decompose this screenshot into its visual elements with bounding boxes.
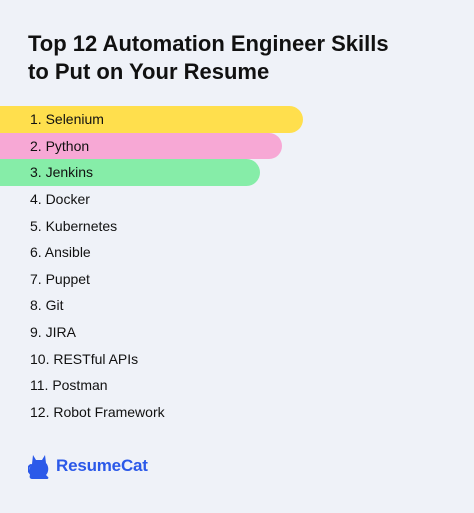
skill-label: 12. Robot Framework [30,403,165,420]
logo-text: ResumeCat [56,456,148,475]
skill-item-selenium: 1. Selenium [0,106,474,133]
title-line-2: to Put on Your Resume [28,59,270,84]
skill-item-jira: 9. JIRA [0,319,474,346]
skill-label: 10. RESTful APIs [30,350,139,367]
skill-label: 5. Kubernetes [30,217,118,234]
skill-item-kubernetes: 5. Kubernetes [0,212,474,239]
resumecat-logo: ResumeCat [28,453,148,479]
skill-item-ansible: 6. Ansible [0,239,474,266]
skill-item-postman: 11. Postman [0,372,474,399]
skill-label: 4. Docker [30,191,90,208]
skill-label: 11. Postman [30,377,108,394]
skill-label: 7. Puppet [30,270,90,287]
skill-label: 2. Python [30,137,90,154]
skills-list: 1. Selenium 2. Python 3. Jenkins 4. Dock… [0,106,474,425]
skill-item-puppet: 7. Puppet [0,266,474,293]
skill-label: 8. Git [30,297,64,314]
skill-label: 9. JIRA [30,324,76,341]
skill-label: 3. Jenkins [30,164,94,181]
skill-item-docker: 4. Docker [0,186,474,213]
skill-highlight-bar [0,159,260,186]
skill-highlight-bar [0,132,282,160]
page-title: Top 12 Automation Engineer Skills to Put… [28,30,458,86]
cat-icon [28,455,49,479]
skill-item-restful-apis: 10. RESTful APIs [0,345,474,372]
skill-highlight-bar [0,106,303,133]
skill-item-git: 8. Git [0,292,474,319]
skill-item-robot-framework: 12. Robot Framework [0,399,474,426]
skill-label: 6. Ansible [30,244,91,261]
skill-label: 1. Selenium [30,111,104,128]
skill-item-python: 2. Python [0,132,474,160]
title-line-1: Top 12 Automation Engineer Skills [28,31,389,56]
skill-item-jenkins: 3. Jenkins [0,159,474,186]
